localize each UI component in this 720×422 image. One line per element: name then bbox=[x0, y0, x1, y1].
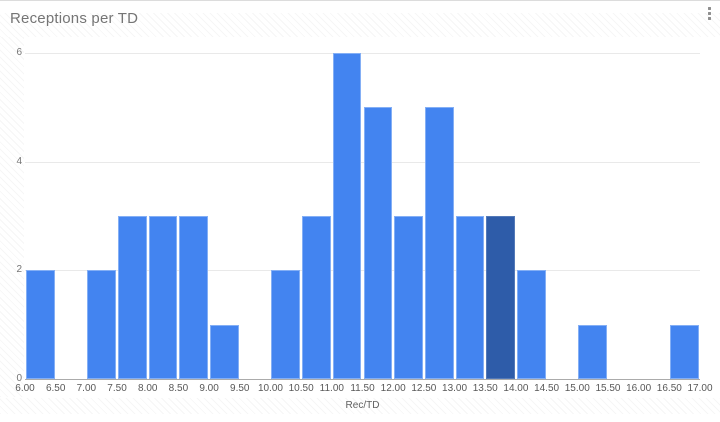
histogram-bar[interactable] bbox=[179, 216, 209, 379]
x-tick-label: 11.50 bbox=[350, 383, 375, 394]
histogram-bar-highlighted[interactable] bbox=[486, 216, 515, 379]
histogram-bar[interactable] bbox=[26, 270, 55, 379]
histogram-bar[interactable] bbox=[271, 270, 301, 379]
histogram-bar[interactable] bbox=[302, 216, 331, 379]
x-tick-label: 10.00 bbox=[257, 383, 283, 394]
x-tick-label: 14.00 bbox=[503, 383, 529, 394]
histogram-bar[interactable] bbox=[578, 324, 607, 379]
x-tick-label: 15.50 bbox=[595, 383, 621, 394]
x-tick-label: 15.00 bbox=[564, 383, 590, 394]
x-tick-label: 10.50 bbox=[288, 383, 314, 394]
x-tick-label: 12.00 bbox=[380, 383, 406, 394]
kebab-dot bbox=[707, 16, 711, 20]
histogram-bar[interactable] bbox=[118, 216, 147, 379]
histogram-bar[interactable] bbox=[332, 53, 362, 379]
x-tick-label: 16.50 bbox=[656, 383, 682, 394]
x-tick-label: 9.50 bbox=[230, 383, 250, 394]
x-tick-label: 6.50 bbox=[45, 383, 66, 394]
x-tick-label: 11.00 bbox=[319, 383, 344, 394]
kebab-dot bbox=[707, 6, 711, 10]
x-axis-line bbox=[25, 379, 700, 380]
x-tick-label: 13.00 bbox=[442, 383, 468, 394]
gridline-y-6 bbox=[25, 53, 700, 54]
histogram-bar[interactable] bbox=[87, 270, 117, 379]
kebab-dot bbox=[707, 11, 711, 15]
histogram-bar[interactable] bbox=[455, 216, 485, 379]
x-axis-title: Rec/TD bbox=[345, 400, 380, 411]
y-tick-label: 2 bbox=[16, 264, 22, 276]
x-tick-label: 7.00 bbox=[76, 383, 97, 394]
histogram-bar[interactable] bbox=[363, 107, 393, 379]
y-tick-label: 4 bbox=[16, 155, 22, 167]
histogram-bar[interactable] bbox=[670, 324, 699, 379]
x-tick-label: 7.50 bbox=[107, 383, 127, 394]
x-tick-label: 17.00 bbox=[687, 383, 713, 394]
x-tick-label: 8.50 bbox=[168, 383, 189, 394]
more-options-icon[interactable] bbox=[702, 4, 716, 22]
x-tick-label: 8.00 bbox=[137, 383, 158, 394]
y-tick-label: 0 bbox=[16, 373, 22, 384]
x-tick-label: 13.50 bbox=[472, 383, 498, 394]
background-hatch-left bbox=[0, 37, 24, 397]
x-tick-label: 14.50 bbox=[534, 383, 560, 394]
histogram-bar[interactable] bbox=[516, 270, 546, 379]
histogram-bar[interactable] bbox=[424, 107, 454, 379]
x-tick-label: 9.00 bbox=[199, 383, 219, 394]
y-tick-label: 6 bbox=[16, 47, 22, 58]
chart-title: Receptions per TD bbox=[10, 10, 139, 27]
gridline-y-4 bbox=[25, 161, 700, 163]
x-tick-label: 12.50 bbox=[411, 383, 437, 394]
histogram-bar[interactable] bbox=[148, 216, 178, 379]
x-tick-label: 6.00 bbox=[15, 383, 35, 394]
gridline-y-2 bbox=[25, 270, 700, 272]
x-tick-label: 16.00 bbox=[626, 383, 652, 394]
histogram-bar[interactable] bbox=[210, 324, 239, 379]
histogram-bar[interactable] bbox=[394, 216, 423, 379]
